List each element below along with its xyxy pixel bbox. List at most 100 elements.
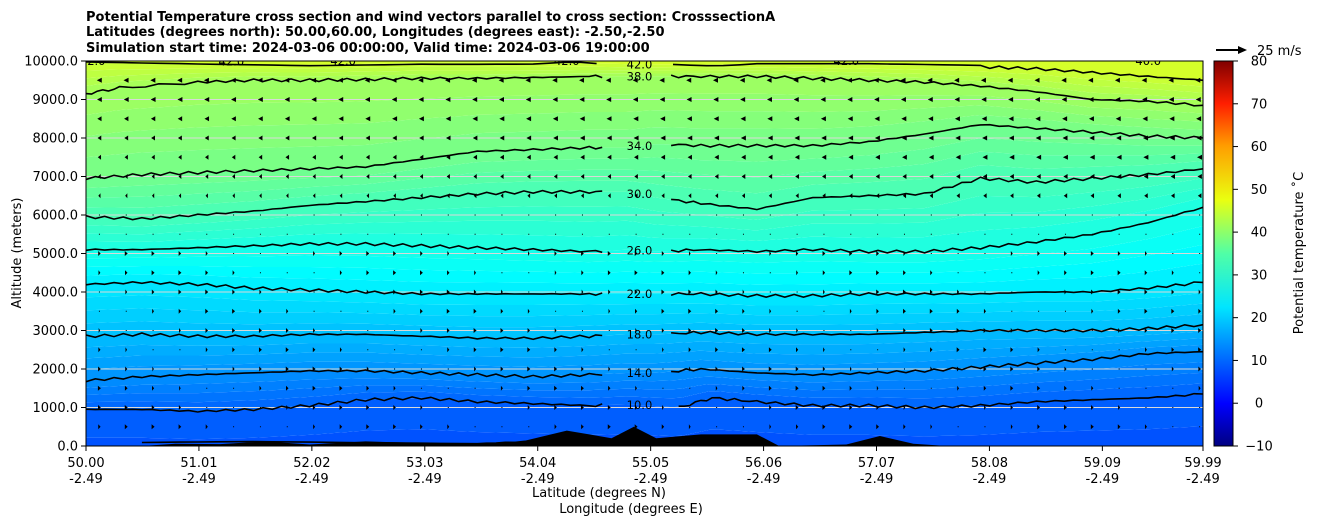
wind-vector (473, 193, 477, 199)
wind-vector (1064, 349, 1066, 351)
wind-vector (687, 154, 692, 160)
wind-vector (1169, 135, 1175, 141)
wind-vector (930, 233, 932, 235)
wind-vector (1035, 116, 1041, 122)
wind-vector (124, 116, 129, 122)
wind-vector (205, 251, 208, 256)
wind-vector (580, 154, 585, 160)
wind-vector (472, 116, 478, 122)
wind-vector (552, 116, 558, 122)
wind-vector (1089, 154, 1095, 160)
wind-vector (929, 174, 934, 179)
wind-vector (1090, 193, 1095, 199)
wind-vector (178, 174, 182, 179)
wind-vector (125, 310, 127, 312)
wind-vector (1197, 174, 1202, 179)
wind-vector (634, 193, 638, 199)
wind-vector (418, 116, 424, 122)
wind-vector (313, 310, 315, 312)
wind-vector (312, 193, 316, 199)
wind-vector (98, 193, 101, 199)
wind-vector (205, 289, 209, 295)
wind-vector (954, 77, 960, 83)
wind-vector (528, 426, 530, 428)
wind-vector (633, 116, 639, 122)
wind-vector (125, 233, 127, 235)
temperature-band (86, 226, 1203, 274)
wind-vector (1011, 291, 1013, 293)
wind-vector (98, 291, 100, 293)
temperature-band (86, 263, 1203, 296)
colorbar-tick-label: 70 (1251, 97, 1268, 112)
wind-vector (795, 193, 799, 199)
wind-vector (392, 135, 397, 141)
wind-vector (1091, 233, 1093, 235)
wind-vector (1168, 97, 1174, 102)
wind-vector (903, 347, 906, 353)
wind-vector (178, 154, 182, 160)
wind-vector (581, 385, 584, 391)
temperature-band (86, 324, 1203, 348)
wind-vector (662, 405, 664, 410)
wind-vector (393, 424, 397, 430)
wind-vector (419, 289, 423, 295)
wind-vector (822, 385, 826, 391)
y-axis: 0.0 1000.0 2000.0 3000.0 4000.0 5000.0 6000.0 7… (24, 55, 86, 455)
wind-vector (152, 308, 155, 314)
wind-vector (688, 366, 691, 372)
wind-vector (1144, 289, 1148, 295)
wind-vector (313, 291, 315, 293)
temperature-band (86, 115, 1203, 179)
wind-vector (605, 77, 611, 83)
wind-vector (848, 135, 854, 141)
wind-vector (366, 251, 370, 256)
wind-vector (98, 424, 101, 430)
wind-vector (714, 154, 719, 160)
wind-vector (823, 233, 825, 235)
wind-vector (394, 214, 396, 216)
wind-vector (579, 116, 585, 122)
wind-vector (365, 97, 371, 102)
wind-vector (1037, 251, 1040, 256)
wind-vector (418, 77, 424, 83)
wind-vector (1007, 77, 1013, 83)
wind-vector (769, 308, 772, 314)
contour-line (86, 280, 1203, 299)
wind-vector (259, 407, 261, 408)
wind-vector (741, 174, 746, 179)
wind-vector (312, 366, 316, 372)
wind-vector (689, 233, 691, 235)
wind-vector (1061, 77, 1067, 83)
y-tick-label: 7000.0 (33, 170, 79, 185)
wind-vector (876, 328, 879, 333)
colorbar: −10 0 10 20 30 40 50 60 70 80 Potential temperatu… (1213, 55, 1307, 455)
x-tick-label-longitude: -2.49 (973, 472, 1007, 487)
wind-vector (232, 270, 235, 276)
wind-vector (742, 385, 745, 391)
wind-vector (1142, 135, 1148, 141)
wind-vector (339, 154, 343, 160)
wind-vector (151, 270, 155, 276)
x-tick-label-longitude: -2.49 (1086, 472, 1120, 487)
wind-vector (446, 193, 450, 199)
wind-vector (661, 251, 665, 256)
wind-vector (177, 77, 183, 83)
wind-vector (124, 154, 128, 160)
wind-vector (1034, 97, 1040, 102)
wind-vector (367, 310, 369, 312)
wind-vector (339, 385, 343, 391)
wind-vector (1064, 289, 1067, 295)
temperature-band (86, 331, 1203, 359)
wind-vector (1142, 97, 1148, 102)
wind-vector (338, 97, 344, 102)
wind-vector (230, 77, 236, 83)
wind-vector (930, 424, 933, 430)
wind-vector (367, 330, 369, 331)
wind-vector (1199, 214, 1201, 216)
wind-vector (769, 272, 771, 274)
wind-vector (554, 347, 557, 353)
wind-vector (206, 387, 208, 389)
wind-vector (1008, 116, 1014, 122)
wind-vector (715, 385, 718, 391)
wind-vector (231, 154, 236, 160)
